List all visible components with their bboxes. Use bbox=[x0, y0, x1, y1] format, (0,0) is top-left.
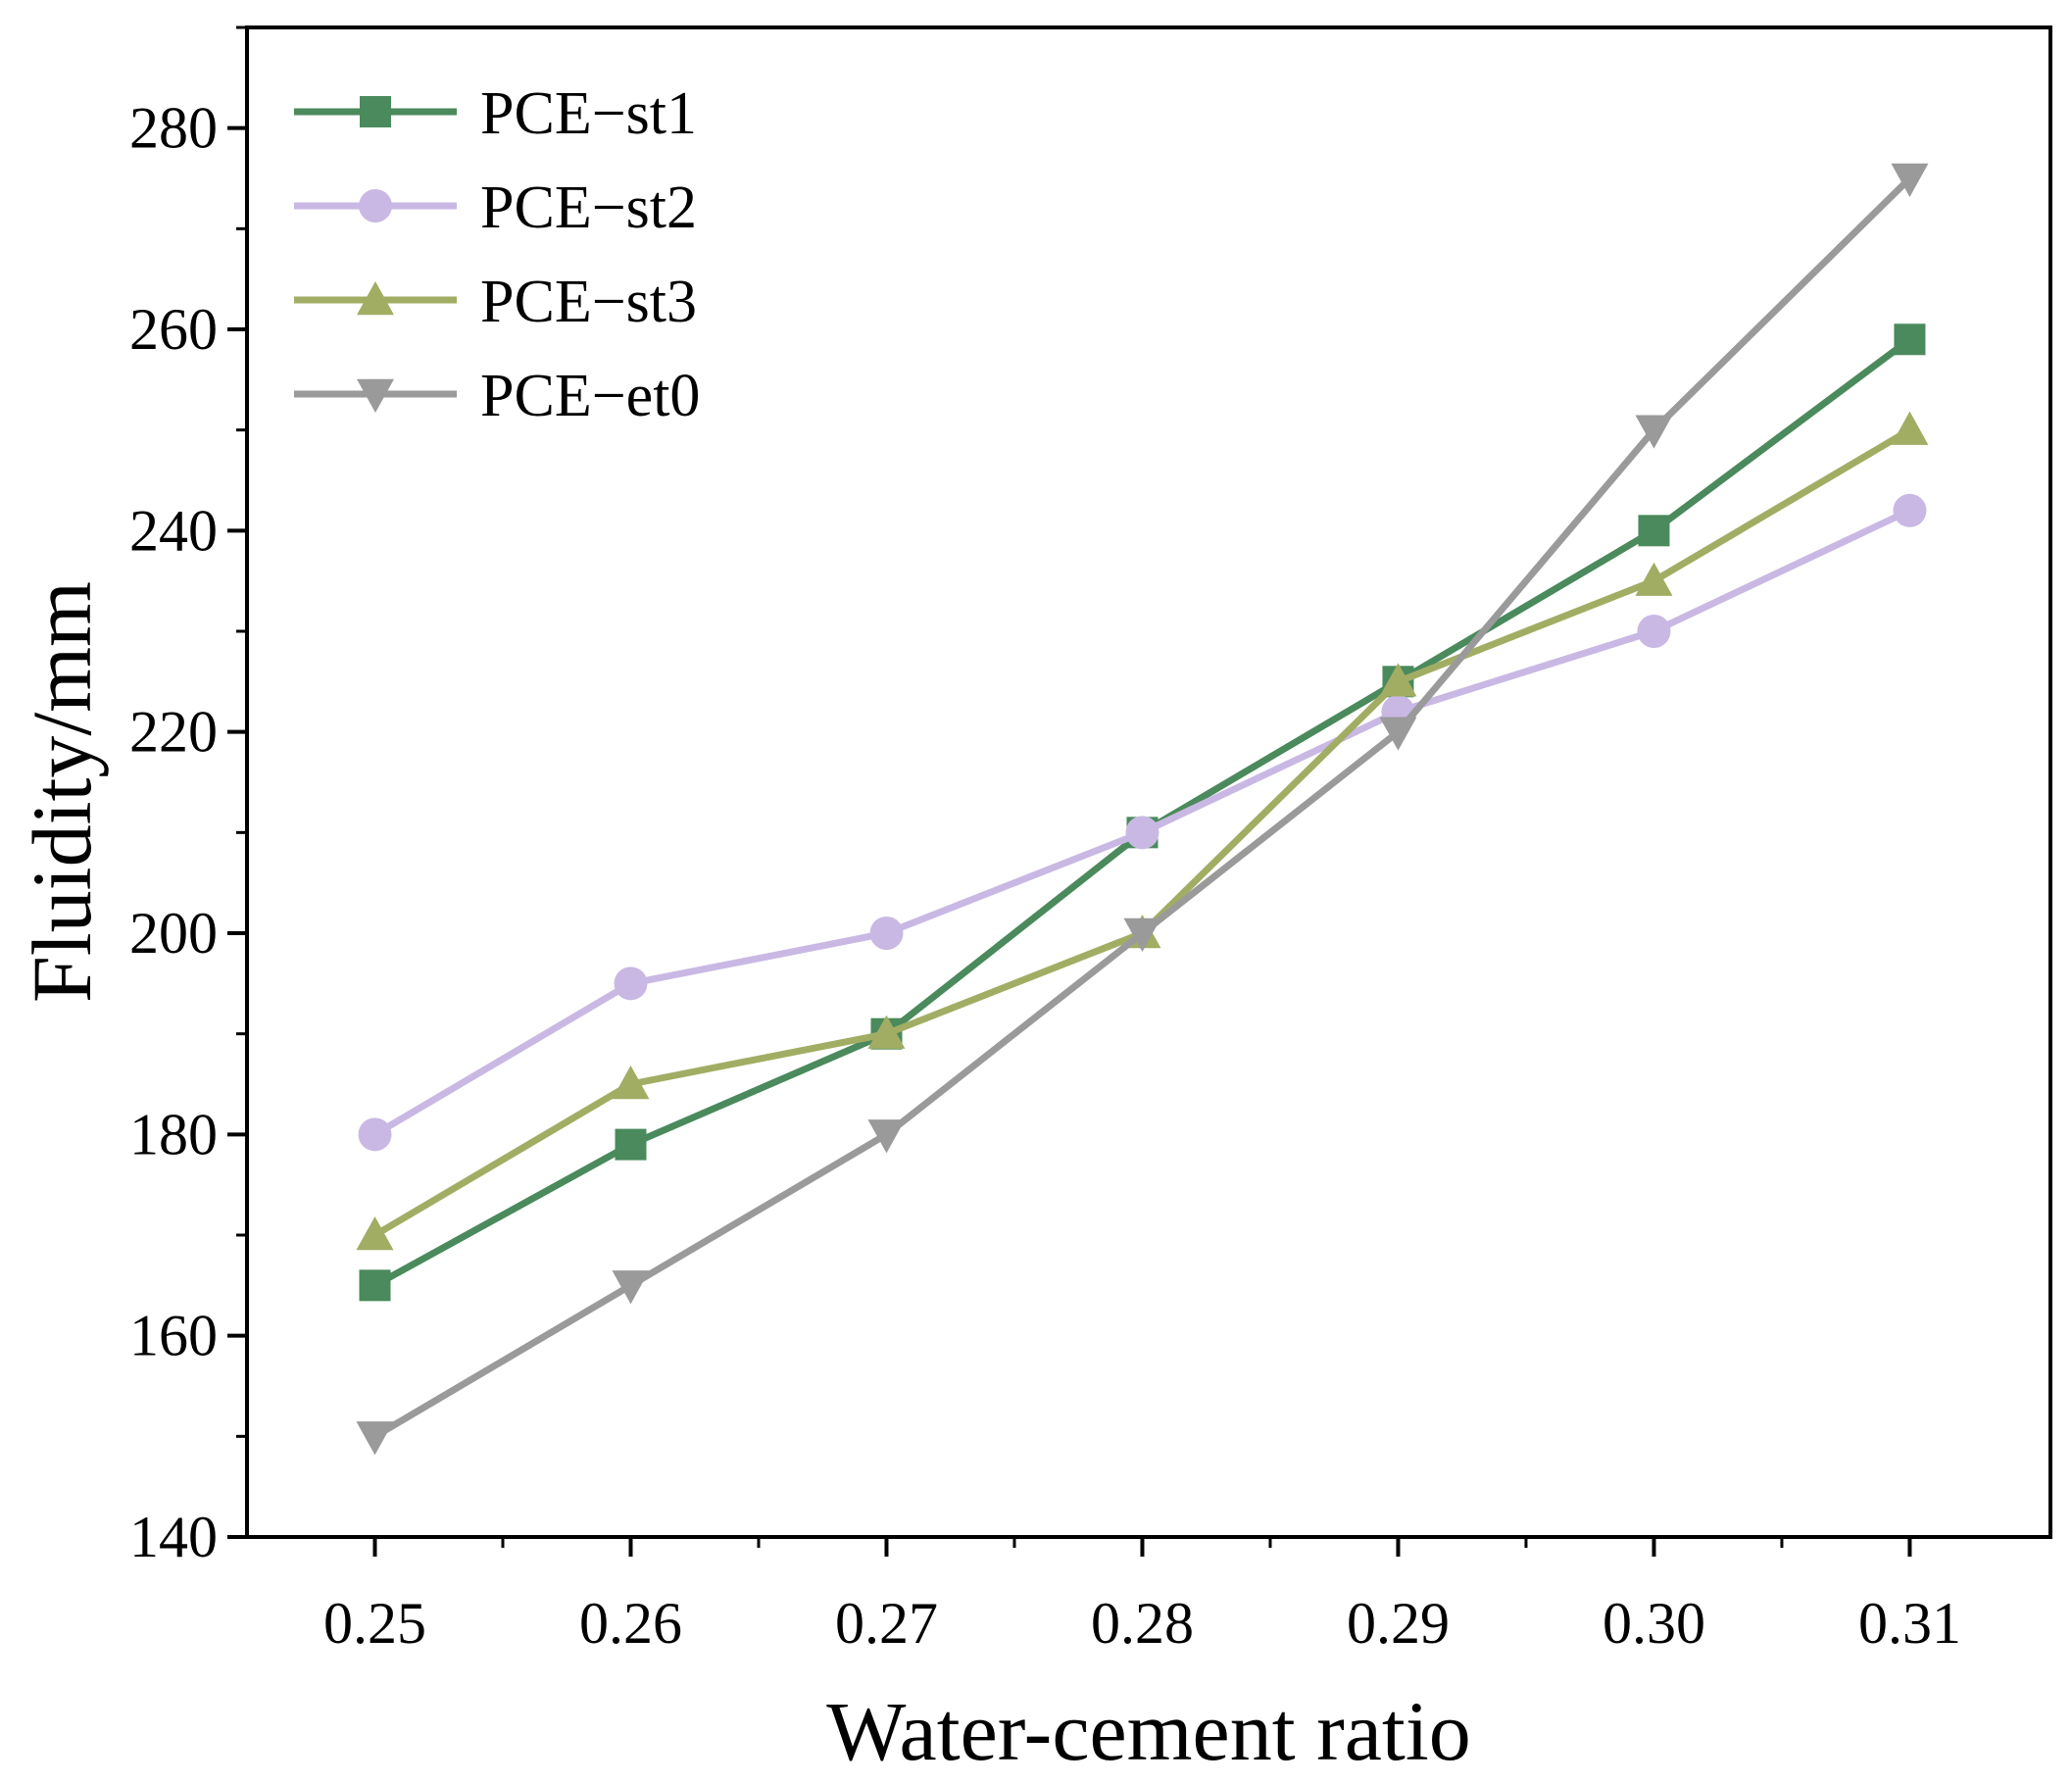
legend-item: PCE−st3 bbox=[294, 269, 697, 335]
legend-swatch-marker bbox=[357, 378, 394, 413]
data-point bbox=[356, 1216, 394, 1251]
y-tick-label: 140 bbox=[129, 1505, 218, 1569]
y-tick-label: 180 bbox=[129, 1102, 218, 1166]
x-tick-label: 0.30 bbox=[1603, 1591, 1705, 1656]
data-point bbox=[1635, 562, 1673, 596]
data-point bbox=[615, 1128, 647, 1161]
legend-label: PCE−et0 bbox=[480, 363, 700, 429]
legend-label: PCE−st3 bbox=[480, 269, 697, 335]
data-point bbox=[612, 1066, 650, 1100]
series-layer bbox=[356, 163, 1929, 1456]
y-axis-title: Fluidity/mm bbox=[15, 581, 109, 1003]
x-tick-label: 0.26 bbox=[579, 1591, 682, 1656]
data-point bbox=[867, 1119, 906, 1154]
x-axis-title: Water-cement ratio bbox=[826, 1684, 1470, 1778]
series-1 bbox=[359, 323, 1926, 1302]
data-point bbox=[358, 1117, 392, 1152]
series-4 bbox=[356, 163, 1929, 1456]
series-line bbox=[372, 336, 1912, 1289]
data-point bbox=[612, 1270, 650, 1305]
data-point bbox=[869, 917, 904, 950]
x-tick-label: 0.29 bbox=[1347, 1591, 1450, 1656]
legend-swatch-marker bbox=[357, 281, 394, 316]
data-point bbox=[614, 967, 648, 1001]
legend: PCE−st1 PCE−st2 PCE−st3 PCE−et0 bbox=[294, 80, 700, 429]
y-tick-label: 160 bbox=[129, 1304, 218, 1368]
data-point bbox=[1379, 717, 1417, 751]
y-tick-label: 240 bbox=[129, 498, 218, 563]
data-point bbox=[1635, 415, 1673, 449]
legend-label: PCE−st1 bbox=[480, 80, 697, 147]
x-tick-label: 0.31 bbox=[1858, 1591, 1961, 1656]
legend-item: PCE−st1 bbox=[294, 80, 697, 147]
x-tick-label: 0.27 bbox=[835, 1591, 938, 1656]
data-point bbox=[1891, 411, 1929, 445]
axis-layer: 0.25 0.26 0.27 0.28 0.29 0.30 0.31 140 160 180 200… bbox=[129, 25, 1961, 1656]
data-point bbox=[359, 1269, 391, 1302]
legend-label: PCE−st2 bbox=[480, 174, 697, 241]
data-point bbox=[1123, 917, 1161, 952]
data-point bbox=[1379, 663, 1417, 697]
data-point bbox=[1638, 515, 1670, 547]
data-point bbox=[1891, 163, 1929, 197]
y-tick-label: 220 bbox=[129, 700, 218, 765]
data-point bbox=[1894, 323, 1926, 356]
series-2 bbox=[358, 493, 1927, 1152]
data-point bbox=[1125, 816, 1159, 850]
data-point bbox=[1893, 493, 1927, 527]
y-tick-label: 260 bbox=[129, 297, 218, 362]
data-point bbox=[867, 1015, 906, 1049]
legend-swatch-marker bbox=[359, 189, 392, 223]
y-tick-label: 200 bbox=[129, 901, 218, 966]
data-point bbox=[1637, 615, 1671, 648]
y-tick-label: 280 bbox=[129, 96, 218, 161]
legend-item: PCE−st2 bbox=[294, 174, 697, 241]
legend-swatch-marker bbox=[360, 96, 391, 127]
plot-area-frame bbox=[245, 25, 2052, 1539]
legend-item: PCE−et0 bbox=[294, 363, 700, 429]
x-tick-label: 0.25 bbox=[323, 1591, 426, 1656]
data-point bbox=[356, 1421, 394, 1456]
x-tick-label: 0.28 bbox=[1091, 1591, 1194, 1656]
